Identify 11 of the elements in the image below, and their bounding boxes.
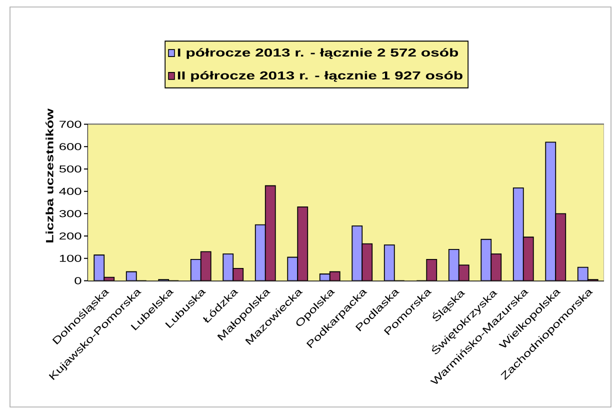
y-tick-label: 300 <box>59 210 82 218</box>
y-tick-label: 200 <box>60 232 82 240</box>
y-tick-label: 500 <box>59 165 82 173</box>
y-tick-label: 0 <box>74 277 82 284</box>
y-tick-label: 100 <box>60 254 82 262</box>
y-tick-label: 600 <box>60 143 82 150</box>
y-tick-label: 400 <box>59 188 82 195</box>
y-tick-label: 700 <box>60 120 82 128</box>
legend-label: I półrocze 2013 r. - łącznie 2 572 osób <box>178 48 458 59</box>
y-axis-title: Liczba uczestników <box>46 108 54 242</box>
legend-label: II półrocze 2013 r. - łącznie 1 927 osób <box>178 70 462 82</box>
